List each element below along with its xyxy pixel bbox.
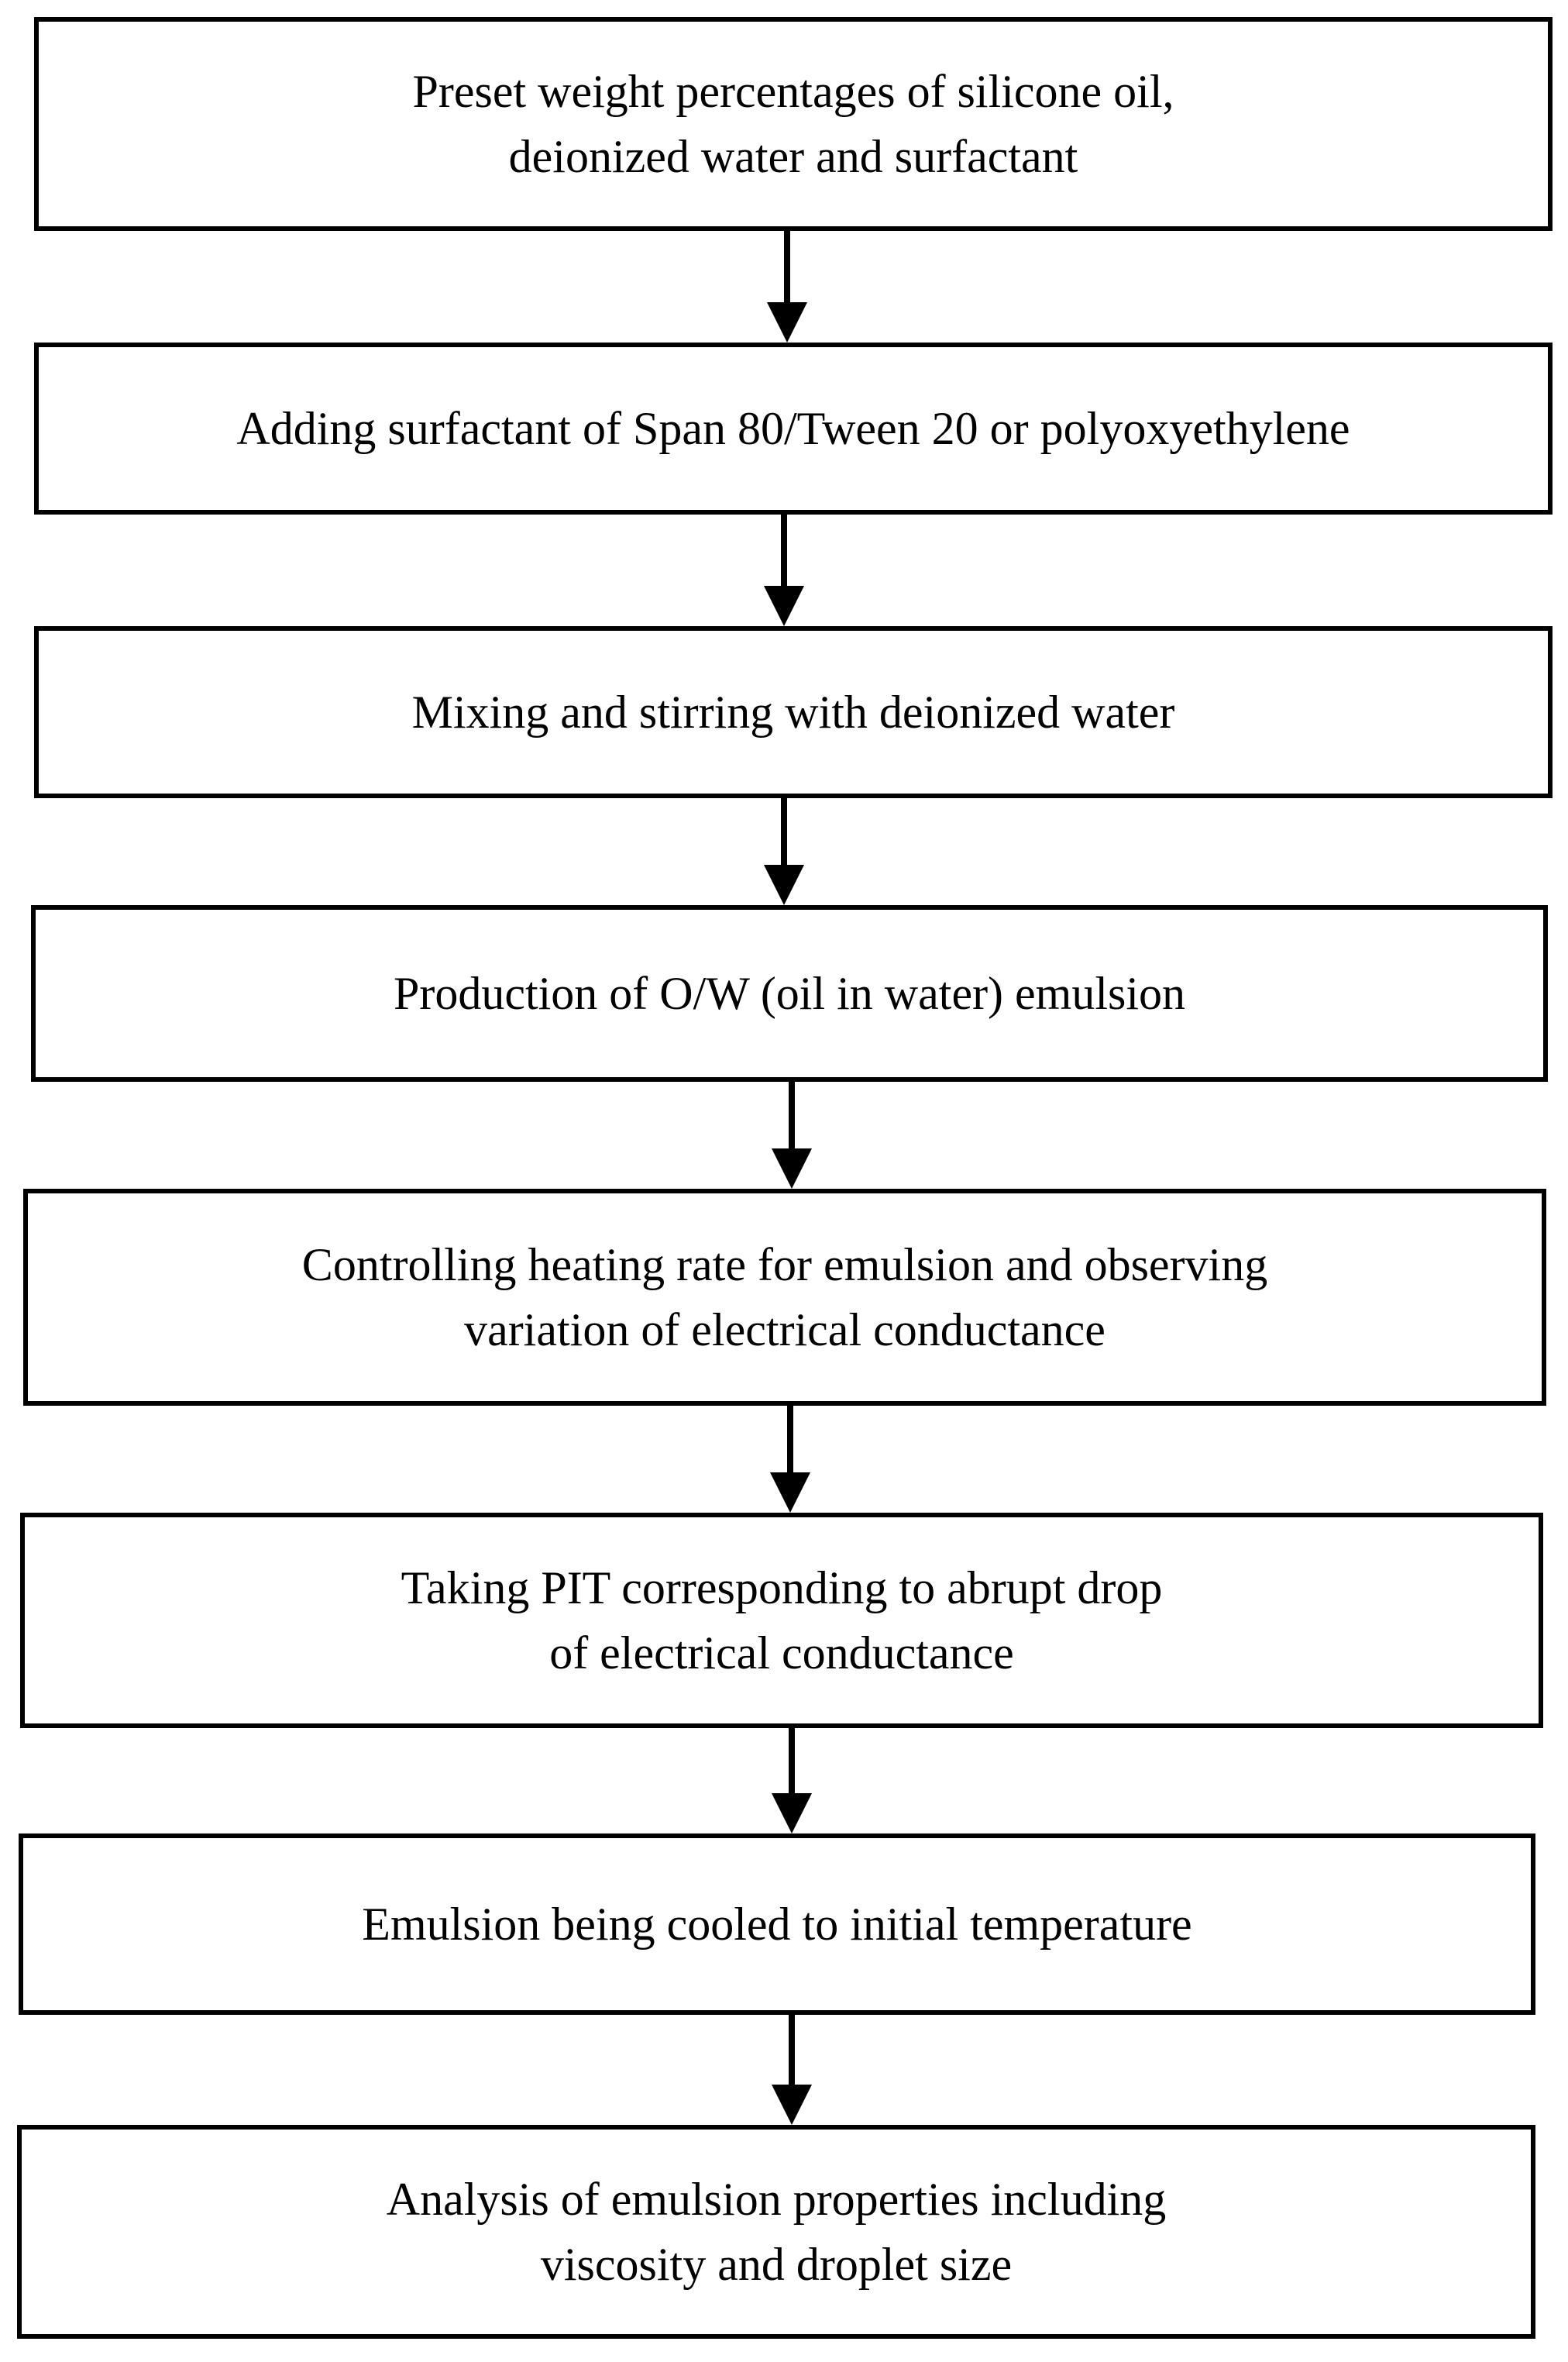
step-5-line-1: Controlling heating rate for emulsion an… xyxy=(301,1239,1268,1290)
step-5-line-2: variation of electrical conductance xyxy=(464,1304,1106,1355)
arrow-head-icon xyxy=(767,302,807,343)
arrow-3-to-4 xyxy=(764,798,804,905)
arrow-1-to-2 xyxy=(767,231,807,343)
flow-step-2: Adding surfactant of Span 80/Tween 20 or… xyxy=(34,343,1553,515)
flow-step-3: Mixing and stirring with deionized water xyxy=(34,626,1553,798)
arrow-4-to-5 xyxy=(772,1082,812,1189)
flow-step-6: Taking PIT corresponding to abrupt drop … xyxy=(20,1513,1543,1728)
flow-step-7: Emulsion being cooled to initial tempera… xyxy=(19,1833,1535,2015)
arrow-head-icon xyxy=(770,1472,810,1513)
arrow-head-icon xyxy=(772,1148,812,1189)
arrow-7-to-8 xyxy=(772,2015,812,2125)
step-8-line-2: viscosity and droplet size xyxy=(540,2239,1013,2290)
flow-step-1: Preset weight percentages of silicone oi… xyxy=(34,17,1553,231)
step-1-line-1: Preset weight percentages of silicone oi… xyxy=(412,66,1174,117)
arrow-head-icon xyxy=(764,865,804,905)
arrow-head-icon xyxy=(764,586,804,626)
step-4-line-1: Production of O/W (oil in water) emulsio… xyxy=(393,968,1186,1019)
arrow-6-to-7 xyxy=(772,1728,812,1833)
flow-step-4: Production of O/W (oil in water) emulsio… xyxy=(31,905,1548,1082)
step-8-line-1: Analysis of emulsion properties includin… xyxy=(386,2174,1167,2225)
step-7-line-1: Emulsion being cooled to initial tempera… xyxy=(362,1899,1192,1950)
step-6-line-2: of electrical conductance xyxy=(549,1627,1014,1679)
step-1-line-2: deionized water and surfactant xyxy=(508,131,1078,182)
arrow-head-icon xyxy=(772,1793,812,1833)
step-2-line-1: Adding surfactant of Span 80/Tween 20 or… xyxy=(236,403,1350,454)
arrow-head-icon xyxy=(772,2085,812,2125)
arrow-5-to-6 xyxy=(770,1406,810,1513)
flow-step-8: Analysis of emulsion properties includin… xyxy=(17,2125,1535,2339)
arrow-2-to-3 xyxy=(764,515,804,626)
step-3-line-1: Mixing and stirring with deionized water xyxy=(411,687,1175,738)
flow-step-5: Controlling heating rate for emulsion an… xyxy=(23,1189,1546,1406)
step-6-line-1: Taking PIT corresponding to abrupt drop xyxy=(401,1562,1163,1613)
